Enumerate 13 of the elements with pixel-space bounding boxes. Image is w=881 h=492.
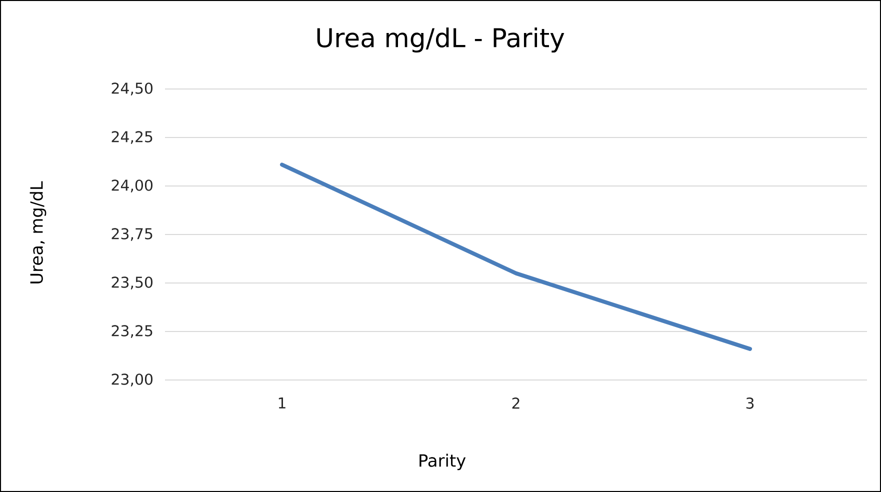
y-tick-label: 24,00 (112, 180, 152, 192)
y-axis-title: Urea, mg/dL (30, 181, 46, 284)
x-tick-label: 3 (746, 398, 754, 409)
y-tick-label: 24,50 (112, 82, 152, 96)
x-tick-label: 1 (278, 398, 286, 408)
y-tick-label: 23,25 (112, 325, 152, 338)
x-axis-title: Parity (420, 454, 466, 470)
chart-title: Urea mg/dL - Parity (317, 27, 564, 53)
y-tick-label: 24,25 (112, 131, 152, 144)
x-tick-label: 2 (512, 398, 520, 409)
y-tick-label: 23,75 (112, 228, 152, 241)
y-tick-label: 23,00 (112, 374, 152, 386)
y-tick-label: 23,50 (112, 276, 152, 290)
